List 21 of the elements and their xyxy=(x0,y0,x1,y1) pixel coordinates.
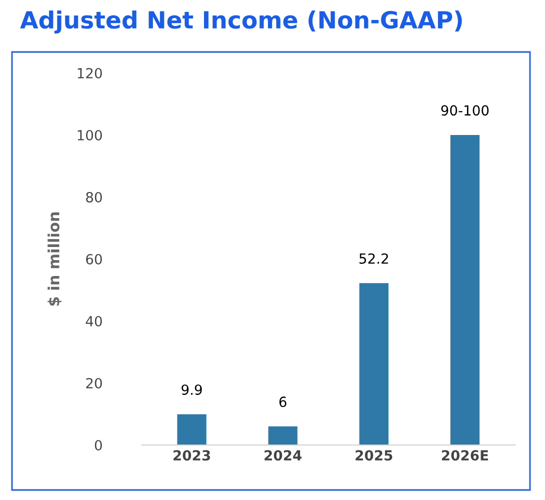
y-tick-label: 0 xyxy=(94,440,102,450)
chart-title: Adjusted Net Income (Non-GAAP) xyxy=(20,10,462,34)
bar xyxy=(268,426,298,445)
x-tick-label: 2025 xyxy=(356,450,392,461)
y-axis-title: $ in million xyxy=(48,212,62,306)
y-tick-label: 60 xyxy=(86,254,102,264)
x-tick-label: 2024 xyxy=(264,450,302,461)
bar xyxy=(450,135,480,445)
bar xyxy=(359,283,388,445)
y-tick-label: 80 xyxy=(86,192,102,202)
data-label: 90-100 xyxy=(441,105,489,116)
y-tick-label: 100 xyxy=(78,130,102,140)
bar xyxy=(177,414,206,445)
y-tick-label: 20 xyxy=(86,378,102,388)
x-tick-label: 2023 xyxy=(174,450,210,461)
y-tick-label: 40 xyxy=(86,316,102,326)
x-tick-label: 2026E xyxy=(442,450,488,461)
y-tick-label: 120 xyxy=(78,68,102,78)
data-label: 9.9 xyxy=(182,384,202,395)
data-label: 6 xyxy=(279,396,286,408)
data-label: 52.2 xyxy=(360,253,388,264)
